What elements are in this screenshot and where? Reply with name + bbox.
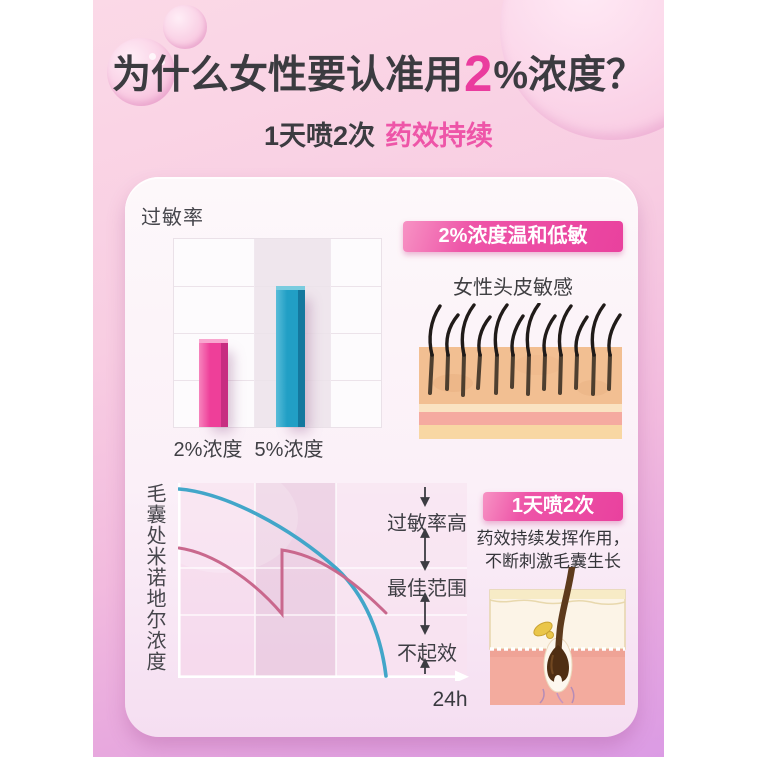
bar-5pct [276, 286, 305, 427]
title-suffix: %浓度？ [493, 54, 646, 97]
poster-background: 为什么女性要认准用2%浓度？ 1天喷2次 药效持续 过敏率 2%浓度 5%浓度 2… [93, 0, 664, 757]
info-card: 过敏率 2%浓度 5%浓度 2%浓度温和低敏 女性头皮敏感 [125, 177, 638, 737]
decor-bubble-small [163, 5, 207, 49]
zone-label-high-allergy: 过敏率高 [387, 513, 467, 535]
pink-curve [178, 546, 388, 619]
badge-spray-twice-daily: 1天喷2次 [483, 492, 623, 521]
zone-label-optimal-range: 最佳范围 [387, 578, 467, 600]
bar-category-2pct: 2%浓度 [173, 439, 243, 461]
bar-chart [173, 238, 382, 428]
line-section-description: 药效持续发挥作用， 不断刺激毛囊生长 [470, 527, 636, 573]
decor-bubble-tiny [160, 60, 165, 65]
page-title: 为什么女性要认准用2%浓度？ [93, 46, 664, 104]
bar-category-5pct: 5%浓度 [254, 439, 324, 461]
zone-label-ineffective: 不起效 [397, 643, 457, 665]
zone-arrows [420, 487, 430, 674]
x-axis-label-24h: 24h [432, 688, 468, 711]
description-line-1: 药效持续发挥作用， [476, 529, 630, 548]
badge-mild-low-sensitivity: 2%浓度温和低敏 [403, 221, 623, 252]
blue-curve [178, 487, 388, 678]
bar-chart-ylabel: 过敏率 [141, 207, 204, 229]
page-subtitle: 1天喷2次 药效持续 [93, 114, 664, 153]
decor-bubble-medium [107, 38, 175, 106]
subtitle-accent: 药效持续 [385, 121, 494, 151]
gridline [254, 239, 255, 427]
description-line-2: 不断刺激毛囊生长 [485, 552, 621, 571]
line-chart [178, 483, 469, 681]
line-chart-ylabel: 毛囊处米诺地尔浓度 [143, 483, 165, 672]
decor-bubble-tiny [149, 53, 156, 60]
gridlines [178, 483, 467, 678]
scalp-illustration [419, 303, 622, 439]
bar-2pct [199, 338, 228, 427]
subtitle-plain: 1天喷2次 [263, 121, 376, 151]
title-prefix: 为什么女性要认准用 [111, 54, 463, 97]
axes [178, 483, 456, 678]
x-axis-arrow [455, 670, 469, 681]
hair-follicle-illustration [489, 567, 626, 705]
gridline [330, 239, 331, 427]
scalp-caption: 女性头皮敏感 [453, 277, 573, 299]
title-highlight: 2 [463, 45, 493, 102]
